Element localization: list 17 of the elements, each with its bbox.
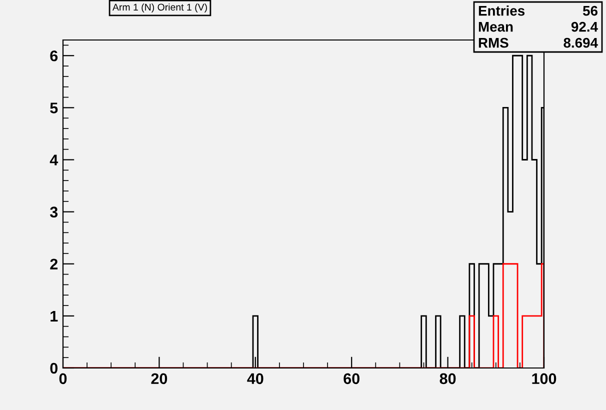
x-tick-label: 40	[247, 373, 264, 384]
x-tick-label: 0	[59, 373, 67, 384]
chart-title: Arm 1 (N) Orient 1 (V)	[112, 3, 207, 13]
text: Mean 92.4	[478, 22, 598, 32]
y-tick-label: 0	[50, 362, 58, 374]
text: Entries 56	[478, 6, 598, 16]
x-tick-label: 80	[440, 373, 456, 384]
y-tick-label: 5	[50, 102, 58, 114]
x-tick-label: 60	[344, 373, 360, 384]
y-tick-label: 4	[50, 154, 58, 166]
y-tick-label: 2	[50, 258, 58, 270]
x-tick-label: 20	[151, 373, 168, 384]
x-tick-label: 100	[532, 373, 556, 384]
text: RMS 8.694	[478, 38, 598, 48]
y-tick-label: 3	[50, 206, 58, 218]
y-tick-label: 6	[50, 50, 58, 62]
y-tick-label: 1	[50, 310, 58, 322]
